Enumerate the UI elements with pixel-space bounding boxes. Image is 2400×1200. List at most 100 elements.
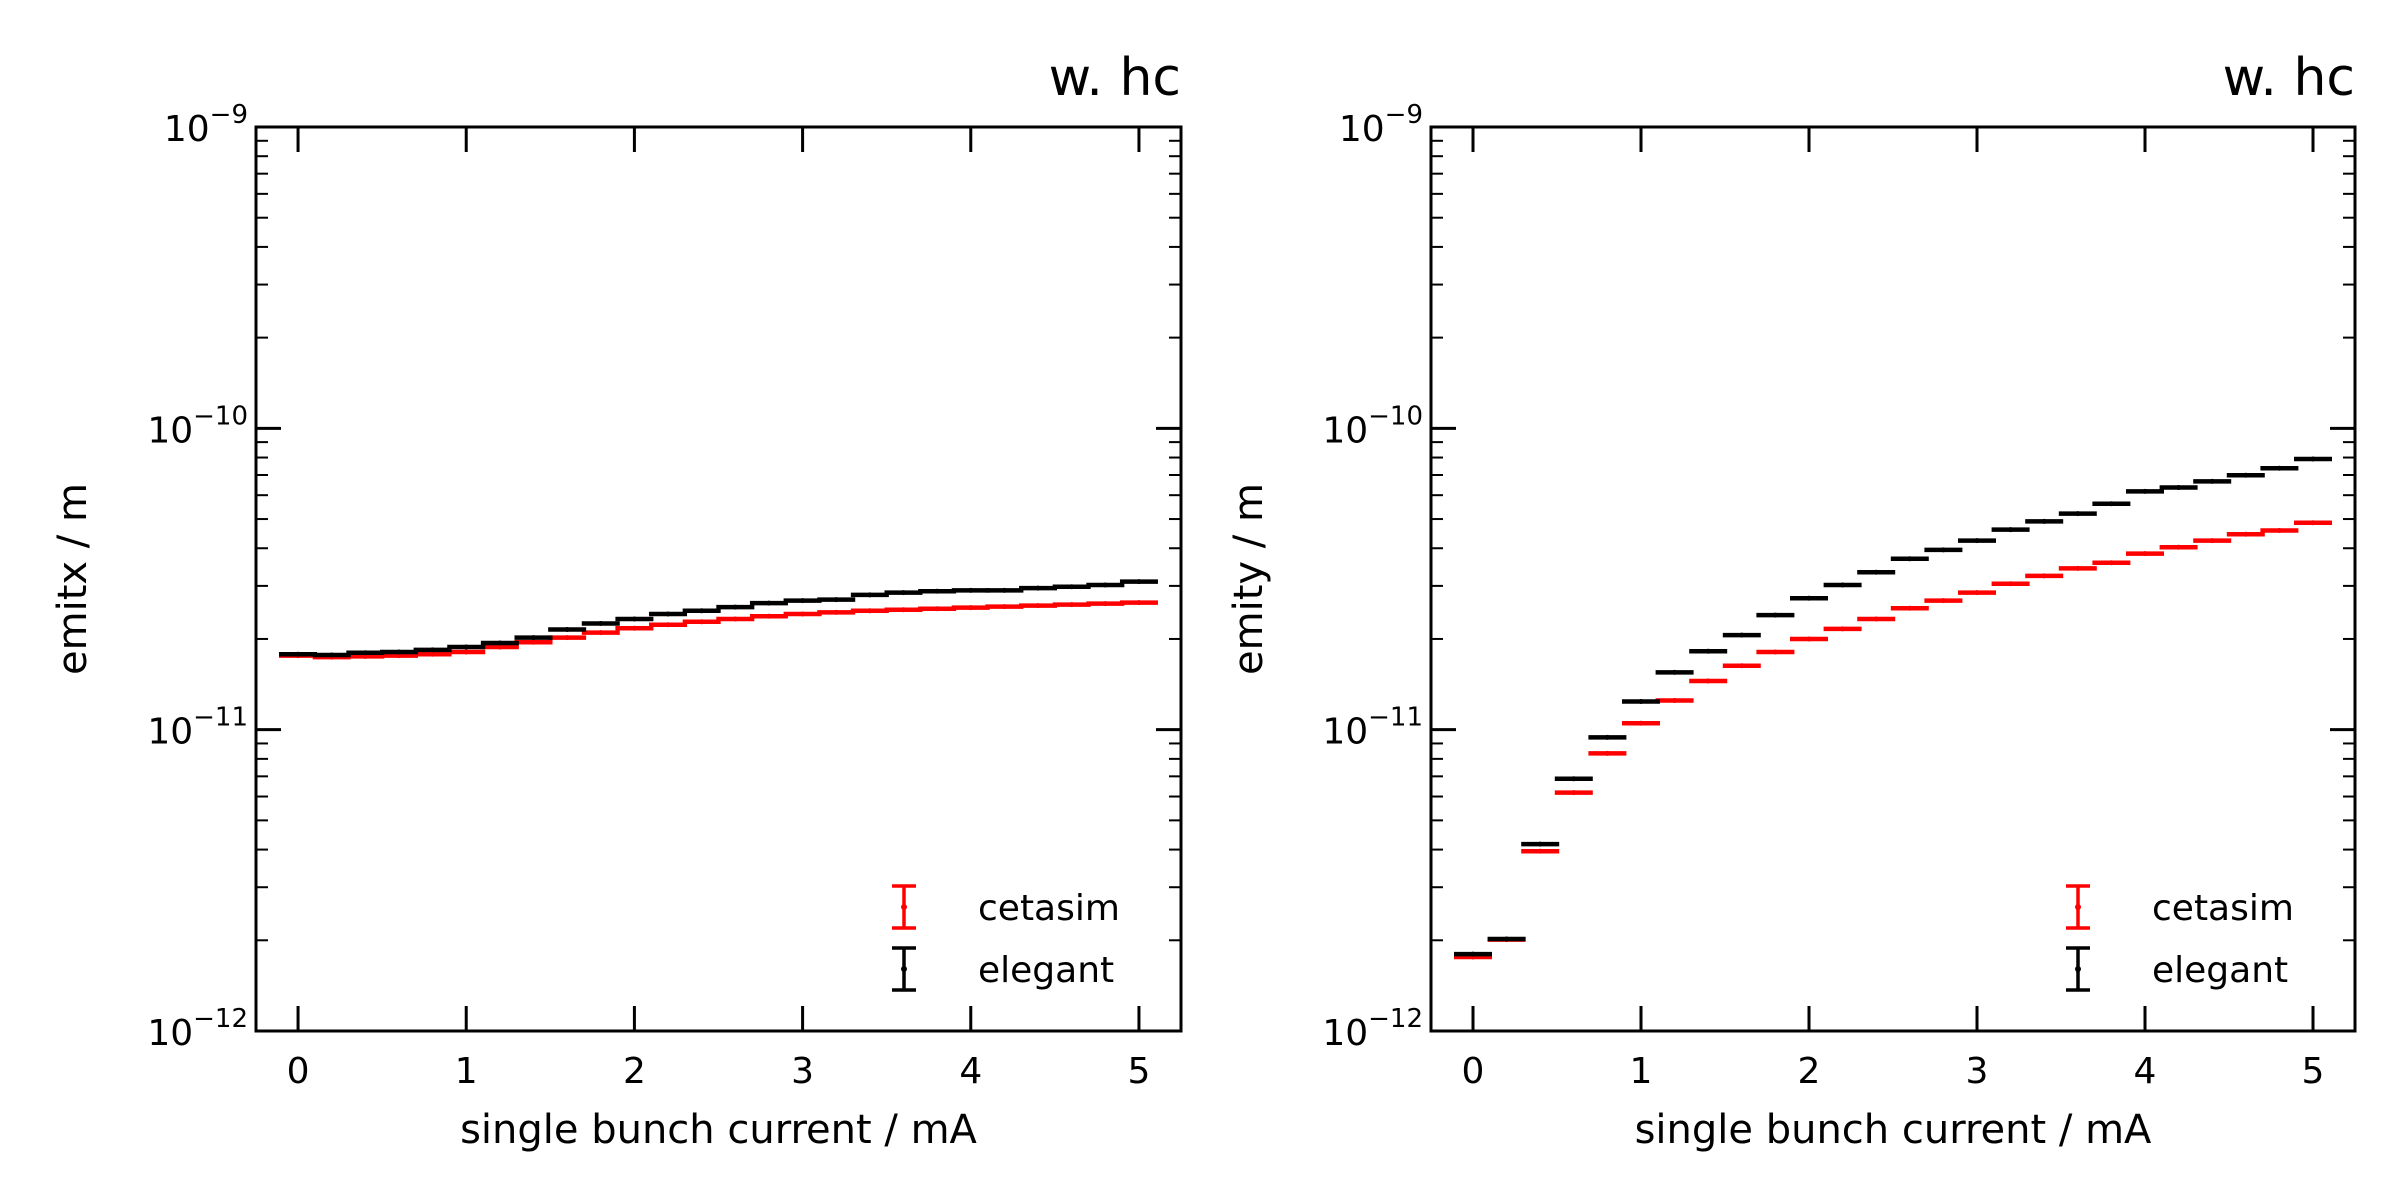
y-tick-label: 10−10: [147, 401, 248, 451]
data-point: [362, 653, 368, 659]
axes-frame: [1429, 125, 2357, 1033]
data-point: [1974, 538, 1980, 544]
data-point: [2142, 551, 2148, 557]
data-point: [833, 609, 839, 615]
data-point: [531, 639, 536, 645]
subplot-title: w. hc: [2223, 48, 2355, 108]
data-point: [1069, 602, 1075, 608]
data-point: [2276, 465, 2282, 471]
data-point: [430, 651, 436, 657]
data-point: [1873, 569, 1879, 575]
data-point: [2075, 565, 2081, 571]
data-point: [1537, 841, 1543, 847]
data-point: [396, 653, 402, 659]
data-point: [2142, 488, 2148, 494]
data-point: [2108, 501, 2114, 507]
data-point: [2243, 531, 2249, 537]
data-point: [699, 619, 705, 625]
data-point: [1940, 547, 1946, 553]
data-point: [800, 598, 806, 604]
y-tick-label: 10−11: [147, 703, 248, 753]
data-point: [2209, 538, 2215, 544]
x-tick-label: 4: [959, 1051, 982, 1092]
data-point: [665, 622, 671, 628]
x-tick-label: 2: [623, 1051, 646, 1092]
data-point: [497, 644, 503, 650]
data-point: [2041, 573, 2047, 579]
data-point: [1705, 648, 1711, 654]
y-tick-base: 10: [147, 712, 193, 753]
y-tick-label: 10−12: [147, 1004, 248, 1054]
data-point: [463, 644, 469, 650]
data-point: [934, 606, 940, 612]
data-point: [2209, 478, 2215, 484]
y-tick-exponent: −10: [193, 401, 248, 431]
y-tick-base: 10: [1322, 1013, 1368, 1054]
data-point: [1136, 600, 1142, 606]
y-tick-label: 10−9: [1339, 100, 1423, 150]
data-point: [598, 621, 604, 627]
y-tick-base: 10: [147, 1013, 193, 1054]
data-point: [2310, 520, 2316, 526]
data-point: [901, 607, 906, 613]
data-point: [631, 625, 637, 631]
data-point: [564, 635, 570, 641]
y-tick-exponent: −12: [193, 1004, 248, 1034]
data-point: [901, 590, 906, 596]
y-axis-label: emity / m: [1226, 483, 1272, 675]
y-tick-exponent: −10: [1368, 401, 1423, 431]
data-point: [2108, 560, 2114, 566]
y-tick-label: 10−9: [164, 100, 248, 150]
data-point: [1806, 636, 1812, 642]
data-point: [2310, 456, 2316, 462]
data-point: [1035, 603, 1041, 609]
data-point: [1638, 699, 1644, 705]
data-point: [598, 630, 604, 636]
series-elegant: [279, 579, 1158, 658]
data-point: [1571, 790, 1577, 796]
data-point: [430, 647, 436, 653]
data-point: [1840, 582, 1846, 588]
x-tick-label: 5: [2302, 1051, 2325, 1092]
data-point: [2176, 544, 2182, 550]
y-axis-label: emitx / m: [50, 483, 96, 675]
data-point: [1102, 582, 1108, 588]
x-tick-label: 1: [1630, 1051, 1653, 1092]
data-point: [1739, 632, 1745, 638]
data-point: [2075, 511, 2081, 517]
data-point: [2176, 485, 2182, 491]
x-tick-label: 3: [1966, 1051, 1989, 1092]
y-tick-exponent: −11: [1368, 703, 1423, 733]
data-point: [531, 635, 536, 641]
data-point: [968, 605, 974, 611]
y-tick-base: 10: [1339, 109, 1385, 150]
data-point: [1537, 848, 1543, 854]
data-point: [1001, 604, 1007, 610]
data-point: [1739, 663, 1745, 669]
legend-marker: [2075, 904, 2081, 910]
data-point: [362, 650, 368, 656]
data-point: [867, 592, 873, 598]
x-tick-label: 1: [455, 1051, 478, 1092]
data-point: [867, 608, 873, 614]
data-point: [1840, 626, 1846, 632]
y-tick-base: 10: [1322, 410, 1368, 451]
data-point: [295, 651, 301, 657]
data-point: [766, 600, 772, 606]
x-tick-label: 3: [791, 1051, 814, 1092]
legend-marker: [901, 966, 907, 972]
x-tick-label: 5: [1128, 1051, 1151, 1092]
data-point: [934, 588, 940, 594]
data-point: [497, 640, 503, 646]
data-point: [1638, 720, 1644, 726]
data-point: [968, 587, 974, 593]
y-tick-label: 10−12: [1322, 1004, 1423, 1054]
y-tick-base: 10: [1322, 712, 1368, 753]
y-tick-base: 10: [164, 109, 210, 150]
legend-label: cetasim: [978, 888, 1120, 929]
data-point: [2008, 527, 2014, 533]
x-axis-label: single bunch current / mA: [460, 1107, 977, 1153]
data-point: [732, 604, 738, 610]
legend: cetasim elegant: [892, 884, 1120, 992]
